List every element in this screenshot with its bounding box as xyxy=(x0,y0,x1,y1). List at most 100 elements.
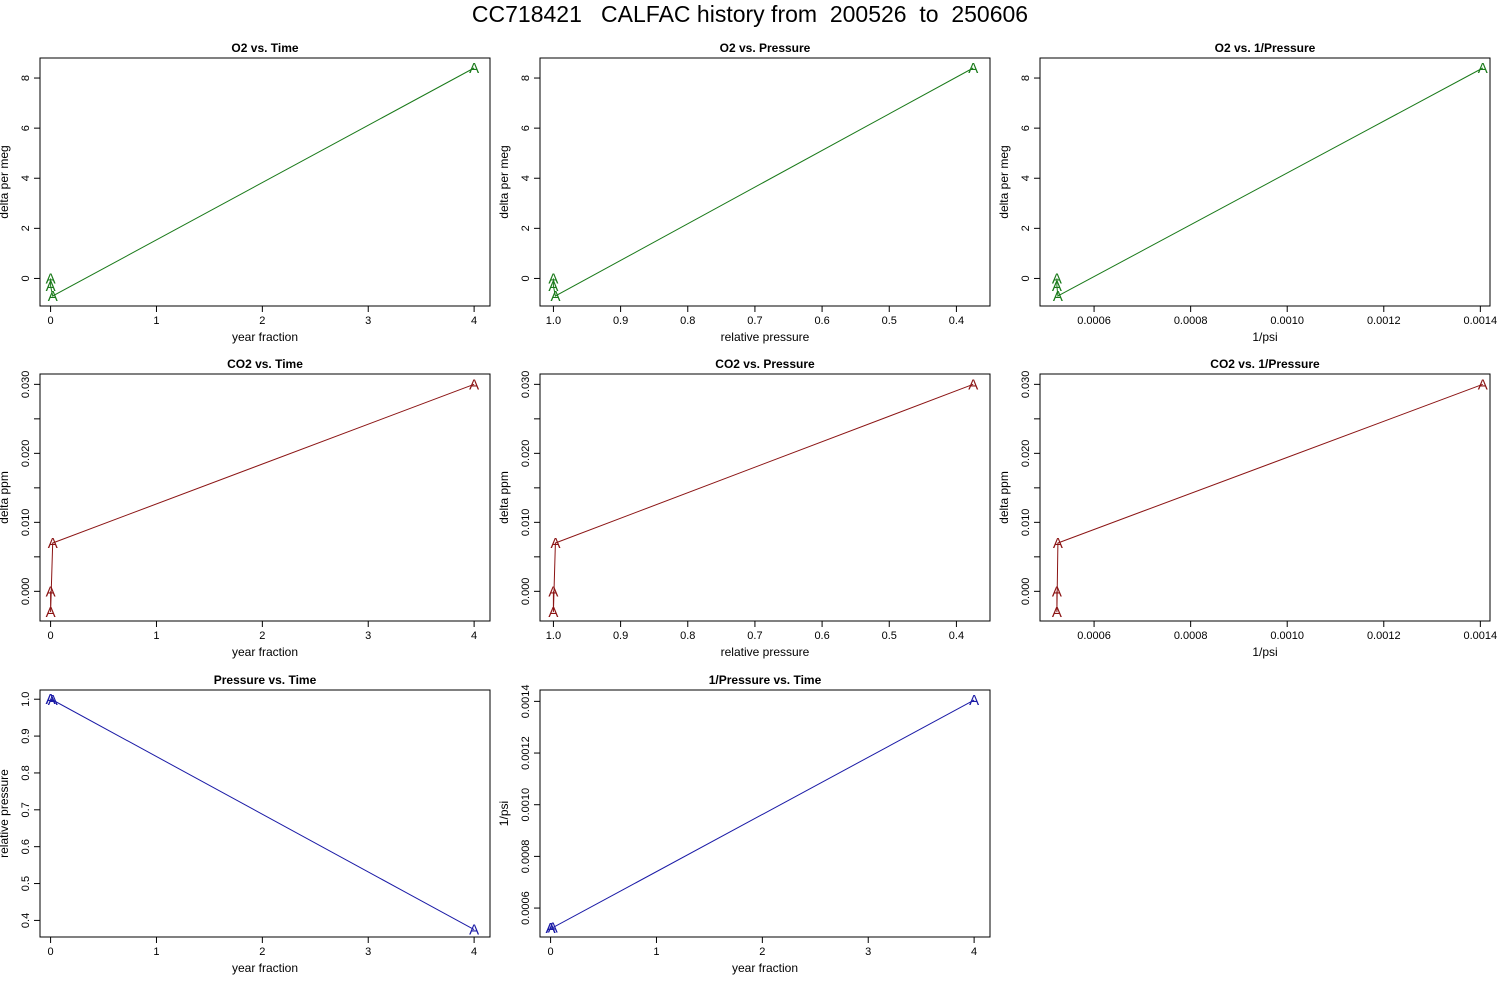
y-tick-label: 0.010 xyxy=(520,509,532,537)
plot-frame xyxy=(39,373,491,622)
y-tick-label: 0.000 xyxy=(20,578,32,606)
data-point-marker: A xyxy=(469,922,479,939)
x-tick-label: 0.0010 xyxy=(1270,630,1304,642)
x-tick-label: 2 xyxy=(259,946,265,958)
y-tick-label: 0.020 xyxy=(20,440,32,468)
series-line xyxy=(1056,67,1484,297)
y-tick-label: 0.8 xyxy=(20,765,32,780)
chart-panel: O2 vs. 1/Pressure 0.0006 0.0008 0.0010 0.001… xyxy=(997,41,1497,344)
plot-frame xyxy=(539,373,991,622)
x-tick-label: 0.7 xyxy=(747,315,762,327)
chart-title: CO2 vs. 1/Pressure xyxy=(1210,357,1320,371)
plot-frame xyxy=(539,689,991,938)
y-tick-label: 4 xyxy=(1020,175,1032,181)
x-tick-label: 0.0012 xyxy=(1367,630,1401,642)
x-tick-label: 0.8 xyxy=(680,315,695,327)
x-tick-label: 0 xyxy=(548,946,554,958)
page-title: CC718421 CALFAC history from 200526 to 2… xyxy=(471,1,1029,27)
y-tick-label: 0.010 xyxy=(20,509,32,537)
y-tick-label: 8 xyxy=(1020,75,1032,81)
x-axis-label: year fraction xyxy=(232,645,298,659)
chart-panel: 1/Pressure vs. Time 0 1 2 3 4 0.0006 0.0008 0.00… xyxy=(497,673,991,975)
series-line xyxy=(1056,383,1483,613)
data-point-marker: A xyxy=(550,535,560,552)
x-tick-label: 1 xyxy=(153,315,159,327)
data-point-marker: A xyxy=(548,278,558,295)
data-point-marker: A xyxy=(546,920,556,937)
chart-title: O2 vs. Time xyxy=(231,41,298,55)
x-axis-label: 1/psi xyxy=(1252,645,1277,659)
x-tick-label: 3 xyxy=(865,946,871,958)
data-point-marker: A xyxy=(46,278,56,295)
y-tick-label: 6 xyxy=(520,125,532,131)
y-tick-label: 0.0012 xyxy=(520,736,532,770)
plot-frame xyxy=(1039,373,1491,622)
data-point-marker: A xyxy=(548,270,558,287)
data-point-marker: A xyxy=(46,270,56,287)
x-tick-label: 0.4 xyxy=(949,315,964,327)
data-point-marker: A xyxy=(548,604,558,621)
x-tick-label: 0.8 xyxy=(680,630,695,642)
x-tick-label: 4 xyxy=(471,315,477,327)
chart-title: O2 vs. Pressure xyxy=(720,41,811,55)
x-tick-label: 0.9 xyxy=(613,315,628,327)
plot-frame xyxy=(1039,57,1491,307)
x-tick-label: 0.7 xyxy=(747,630,762,642)
y-tick-label: 0.0014 xyxy=(520,685,532,719)
y-tick-label: 0.000 xyxy=(1020,578,1032,606)
y-tick-label: 0.7 xyxy=(20,802,32,817)
x-tick-label: 0.0014 xyxy=(1464,315,1498,327)
chart-panel: CO2 vs. 1/Pressure 0.0006 0.0008 0.0010 0.00… xyxy=(997,357,1497,659)
y-tick-label: 0.0008 xyxy=(520,840,532,874)
y-axis-label: delta ppm xyxy=(497,471,511,524)
x-tick-label: 0.6 xyxy=(814,630,829,642)
chart-panel: O2 vs. Pressure 1.0 0.9 0.8 0.7 0.6 0.5 0.4 0 2 4 6… xyxy=(497,41,991,344)
x-tick-label: 0 xyxy=(48,946,54,958)
data-point-marker: A xyxy=(48,535,58,552)
series-line xyxy=(550,699,975,929)
data-point-marker: A xyxy=(1052,270,1062,287)
x-tick-label: 1.0 xyxy=(546,315,561,327)
x-tick-label: 0.0012 xyxy=(1367,315,1401,327)
data-point-marker: A xyxy=(1053,535,1063,552)
x-tick-label: 2 xyxy=(259,315,265,327)
plot-frame xyxy=(39,689,491,938)
data-point-marker: A xyxy=(968,60,978,77)
chart-title: 1/Pressure vs. Time xyxy=(709,673,822,687)
y-tick-label: 0 xyxy=(520,275,532,281)
y-axis-label: delta per meg xyxy=(0,145,11,218)
data-point-marker: A xyxy=(48,288,58,305)
data-point-marker: A xyxy=(1052,278,1062,295)
x-tick-label: 0.4 xyxy=(949,630,964,642)
data-point-marker: A xyxy=(969,692,979,709)
x-tick-label: 2 xyxy=(759,946,765,958)
y-tick-label: 0.030 xyxy=(520,371,532,399)
y-tick-label: 4 xyxy=(20,175,32,181)
x-axis-label: relative pressure xyxy=(721,645,810,659)
y-tick-label: 0.030 xyxy=(1020,371,1032,399)
x-tick-label: 0.0008 xyxy=(1174,630,1208,642)
data-point-marker: A xyxy=(1052,583,1062,600)
x-tick-label: 4 xyxy=(471,630,477,642)
y-tick-label: 6 xyxy=(20,125,32,131)
data-point-marker: A xyxy=(469,376,479,393)
plot-frame xyxy=(539,57,991,307)
x-axis-label: year fraction xyxy=(232,961,298,975)
x-tick-label: 0.5 xyxy=(882,315,897,327)
y-tick-label: 0.010 xyxy=(1020,509,1032,537)
y-tick-label: 0.9 xyxy=(20,728,32,743)
x-tick-label: 0.0010 xyxy=(1270,315,1304,327)
plot-frame xyxy=(39,57,491,307)
data-point-marker: A xyxy=(46,691,56,708)
y-tick-label: 0.0010 xyxy=(520,788,532,822)
chart-panel: CO2 vs. Time 0 1 2 3 4 0.000 0.010 0.020 0.030 yea… xyxy=(0,357,491,659)
data-point-marker: A xyxy=(1053,288,1063,305)
x-tick-label: 1.0 xyxy=(546,630,561,642)
chart-panel: Pressure vs. Time 0 1 2 3 4 0.4 0.5 0.6 0.7 0.8 0.9… xyxy=(0,673,491,975)
y-tick-label: 8 xyxy=(20,75,32,81)
x-tick-label: 3 xyxy=(365,946,371,958)
data-point-marker: A xyxy=(46,604,56,621)
y-tick-label: 1.0 xyxy=(20,692,32,707)
y-tick-label: 0 xyxy=(1020,275,1032,281)
chart-title: CO2 vs. Time xyxy=(227,357,303,371)
